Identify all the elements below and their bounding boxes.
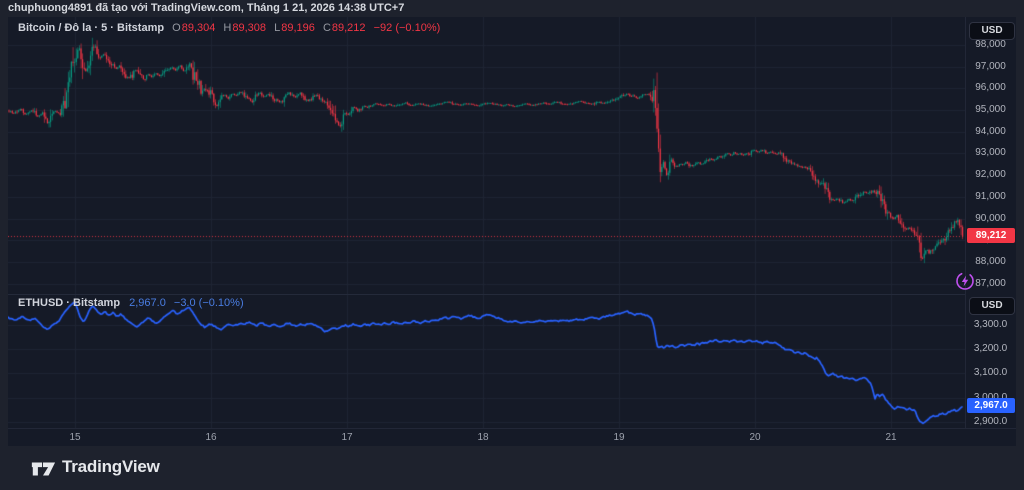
time-tick-label: 16 xyxy=(205,432,217,443)
eth-symbol-title[interactable]: ETHUSD · Bitstamp xyxy=(18,297,121,309)
time-tick-label: 20 xyxy=(749,432,761,443)
price-tick-label: 88,000 xyxy=(975,255,1006,267)
price-tick-label: 97,000 xyxy=(975,60,1006,72)
time-axis[interactable]: 15 16 17 18 19 20 21 xyxy=(8,428,1016,446)
btc-low-key: L xyxy=(274,22,281,34)
price-tick-label: 94,000 xyxy=(975,125,1006,137)
lightning-bolt-icon xyxy=(961,275,969,287)
time-tick-label: 19 xyxy=(613,432,625,443)
time-tick-label: 21 xyxy=(885,432,897,443)
footer-bar: TradingView xyxy=(0,446,1024,490)
eth-price-value: 2,967.0 xyxy=(129,297,166,309)
price-tick-label: 3,100.0 xyxy=(973,367,1008,379)
price-tick-label: 3,300.0 xyxy=(973,318,1008,330)
price-tick-label: 98,000 xyxy=(975,38,1006,50)
tradingview-wordmark[interactable]: TradingView xyxy=(62,457,160,476)
btc-last-price-label: 89,212 xyxy=(967,227,1015,243)
btc-currency-button[interactable]: USD xyxy=(969,22,1015,40)
chart-surface: Bitcoin / Đô la · 5 · Bitstamp O89,304 H… xyxy=(8,17,1016,446)
price-tick-label: 95,000 xyxy=(975,104,1006,116)
btc-open-key: O xyxy=(172,22,181,34)
price-chart-canvas[interactable] xyxy=(8,17,965,428)
eth-last-price-label: 2,967.0 xyxy=(967,397,1015,413)
flash-boost-icon[interactable] xyxy=(955,271,975,291)
price-tick-label: 90,000 xyxy=(975,212,1006,224)
price-tick-label: 92,000 xyxy=(975,169,1006,181)
btc-symbol-title[interactable]: Bitcoin / Đô la · 5 · Bitstamp xyxy=(18,22,165,34)
attribution-text: chuphuong4891 đã tạo với TradingView.com… xyxy=(8,2,405,14)
price-tick-label: 87,000 xyxy=(975,277,1006,289)
btc-high-value: 89,308 xyxy=(232,22,267,34)
eth-change-value: −3.0 (−0.10%) xyxy=(173,297,244,309)
price-tick-label: 2,900.0 xyxy=(973,415,1008,427)
time-tick-label: 17 xyxy=(341,432,353,443)
tradingview-logo-icon[interactable] xyxy=(30,457,56,481)
price-tick-label: 93,000 xyxy=(975,147,1006,159)
btc-change-value: −92 (−0.10%) xyxy=(373,22,441,34)
time-tick-label: 15 xyxy=(69,432,81,443)
pane-separator[interactable] xyxy=(8,294,1016,295)
time-tick-label: 18 xyxy=(477,432,489,443)
btc-close-value: 89,212 xyxy=(331,22,366,34)
btc-close-key: C xyxy=(322,22,331,34)
btc-legend: Bitcoin / Đô la · 5 · Bitstamp O89,304 H… xyxy=(18,22,440,34)
attribution-bar: chuphuong4891 đã tạo với TradingView.com… xyxy=(0,0,1024,17)
price-tick-label: 3,200.0 xyxy=(973,343,1008,355)
btc-high-key: H xyxy=(223,22,232,34)
btc-open-value: 89,304 xyxy=(181,22,216,34)
price-tick-label: 3,000.0 xyxy=(966,391,1015,405)
eth-currency-button[interactable]: USD xyxy=(969,297,1015,315)
btc-low-value: 89,196 xyxy=(281,22,315,34)
price-tick-label: 91,000 xyxy=(975,190,1006,202)
price-axis[interactable]: USD USD 89,212 2,967.0 98,000 97,000 96,00… xyxy=(965,17,1016,428)
eth-legend: ETHUSD · Bitstamp 2,967.0 −3.0 (−0.10%) xyxy=(18,297,244,309)
price-tick-label: 96,000 xyxy=(975,82,1006,94)
